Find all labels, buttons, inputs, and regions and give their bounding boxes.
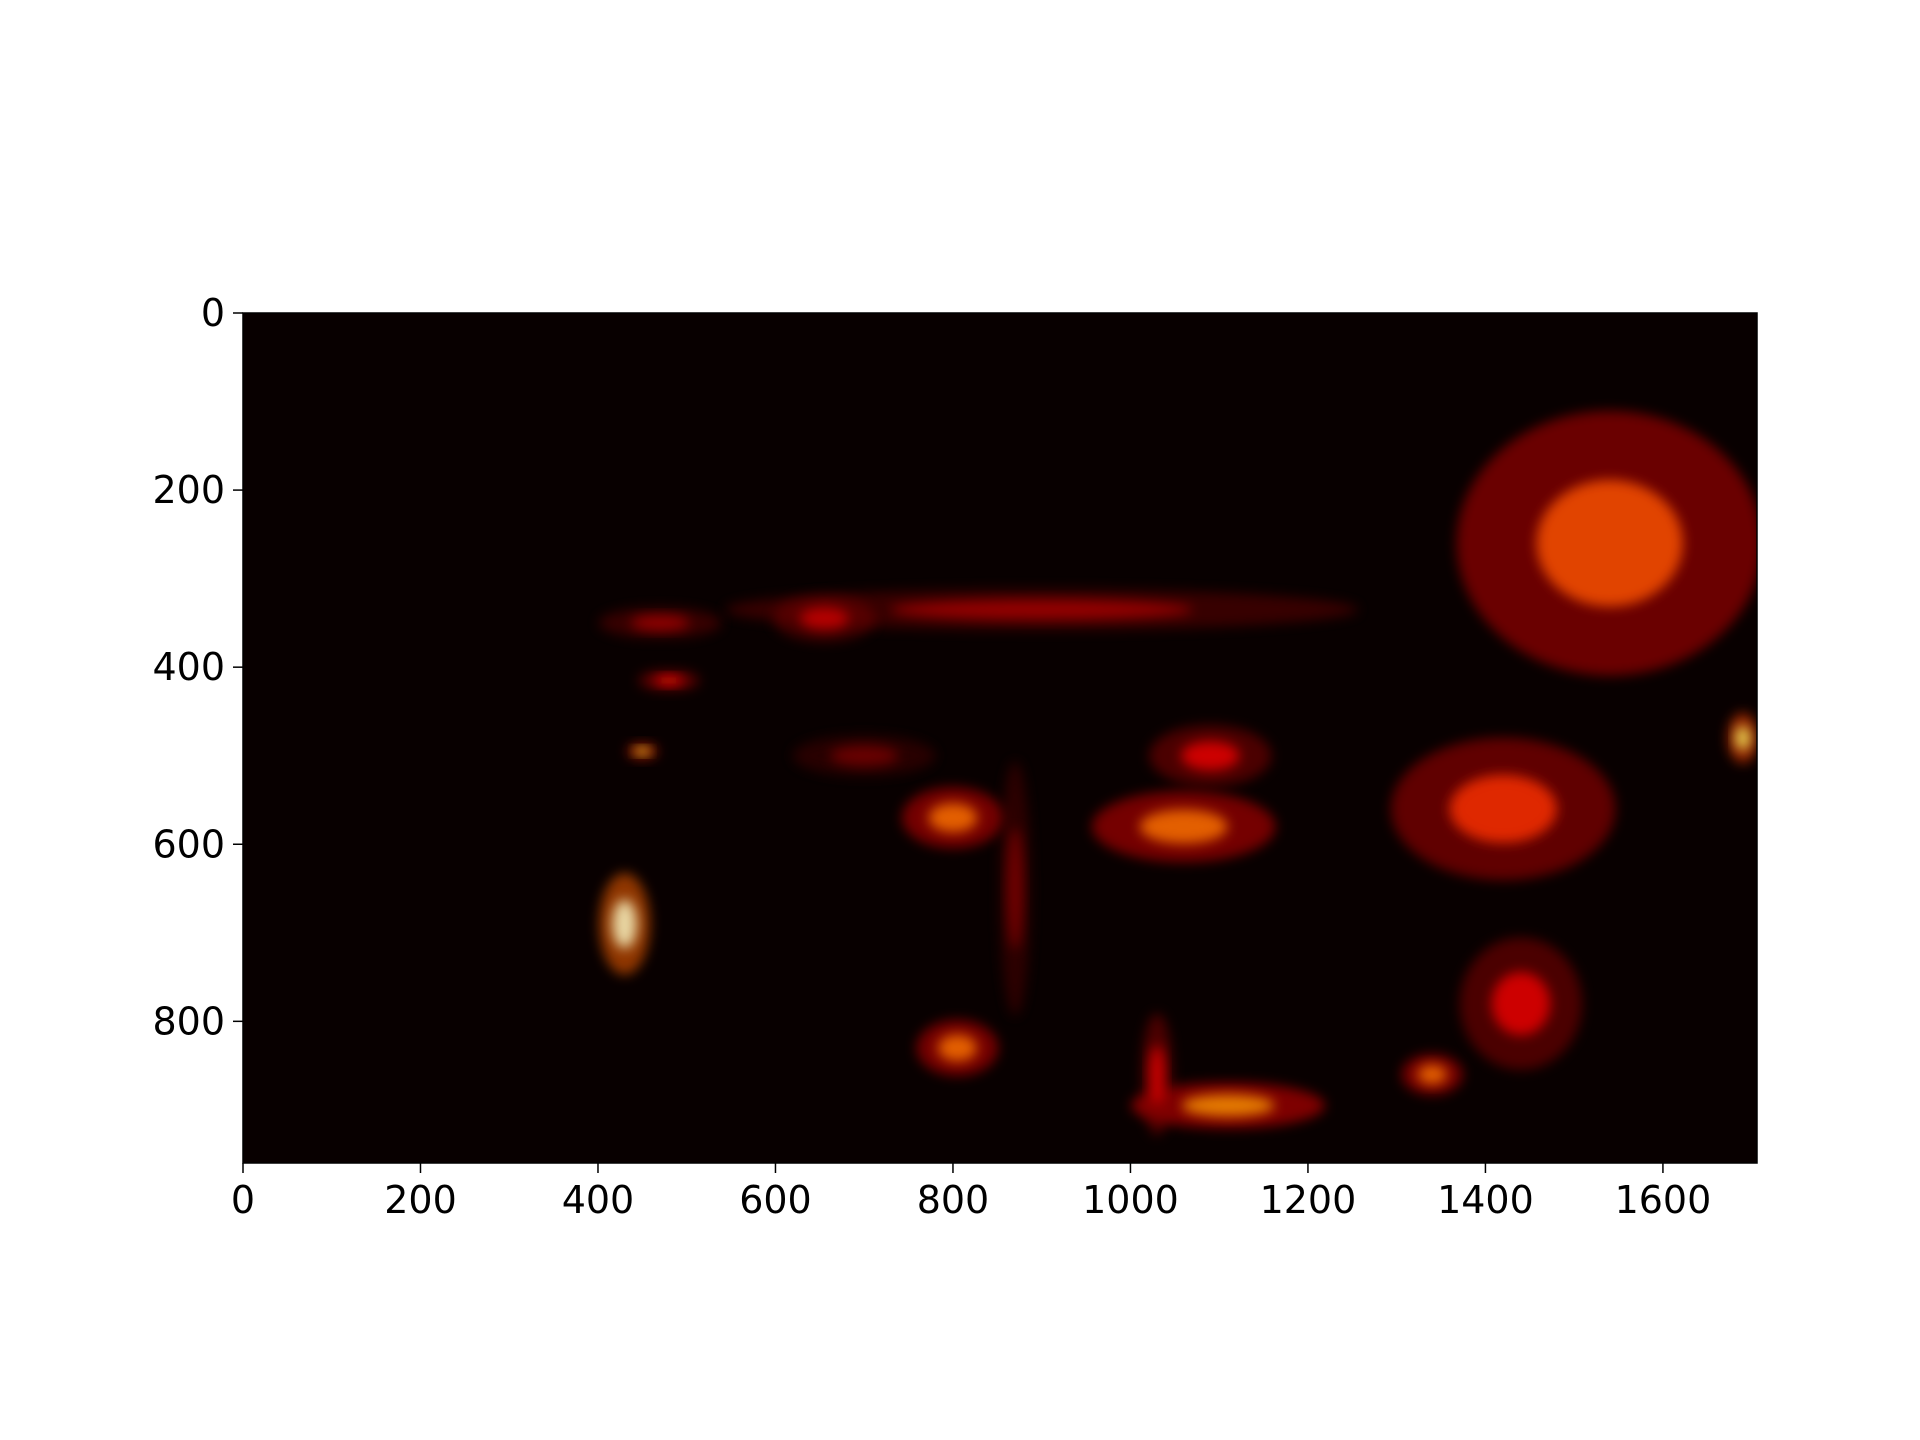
hotspot <box>1456 410 1757 676</box>
heatmap-hotspots <box>598 410 1757 1136</box>
x-tick-label: 600 <box>739 1178 812 1222</box>
x-tick-label: 1600 <box>1615 1178 1712 1222</box>
hotspot <box>598 607 722 639</box>
plot-frame <box>242 312 1758 1164</box>
y-axis: 0 200 400 600 800 <box>152 291 243 1043</box>
hotspot <box>916 1019 999 1076</box>
hotspot <box>1390 737 1616 881</box>
hotspot <box>1091 790 1276 863</box>
x-tick-label: 200 <box>384 1178 457 1222</box>
hotspot <box>638 670 700 691</box>
hotspot <box>901 787 1004 849</box>
y-tick-label: 0 <box>201 291 225 335</box>
x-tick-label: 0 <box>231 1178 255 1222</box>
hotspot <box>599 873 651 975</box>
hotspot <box>1141 1013 1173 1136</box>
y-tick-label: 400 <box>152 645 225 689</box>
hotspot <box>792 735 936 777</box>
x-tick-label: 400 <box>562 1178 635 1222</box>
hotspot <box>1459 937 1583 1070</box>
x-axis: 0 200 400 600 800 1000 1200 1400 1600 <box>231 1163 1711 1222</box>
y-tick-label: 200 <box>152 468 225 512</box>
hotspot <box>627 743 658 759</box>
hotspot <box>1401 1054 1463 1095</box>
hotspot <box>1131 1082 1326 1129</box>
x-tick-label: 1000 <box>1082 1178 1179 1222</box>
hotspot <box>773 595 876 642</box>
x-tick-label: 800 <box>917 1178 990 1222</box>
hotspot <box>1727 712 1757 764</box>
x-tick-label: 1200 <box>1260 1178 1357 1222</box>
hotspot <box>999 761 1031 1016</box>
x-tick-label: 1400 <box>1437 1178 1534 1222</box>
y-tick-label: 800 <box>152 999 225 1043</box>
hotspot <box>725 589 1359 630</box>
hotspot <box>1149 725 1272 787</box>
y-tick-label: 600 <box>152 822 225 866</box>
